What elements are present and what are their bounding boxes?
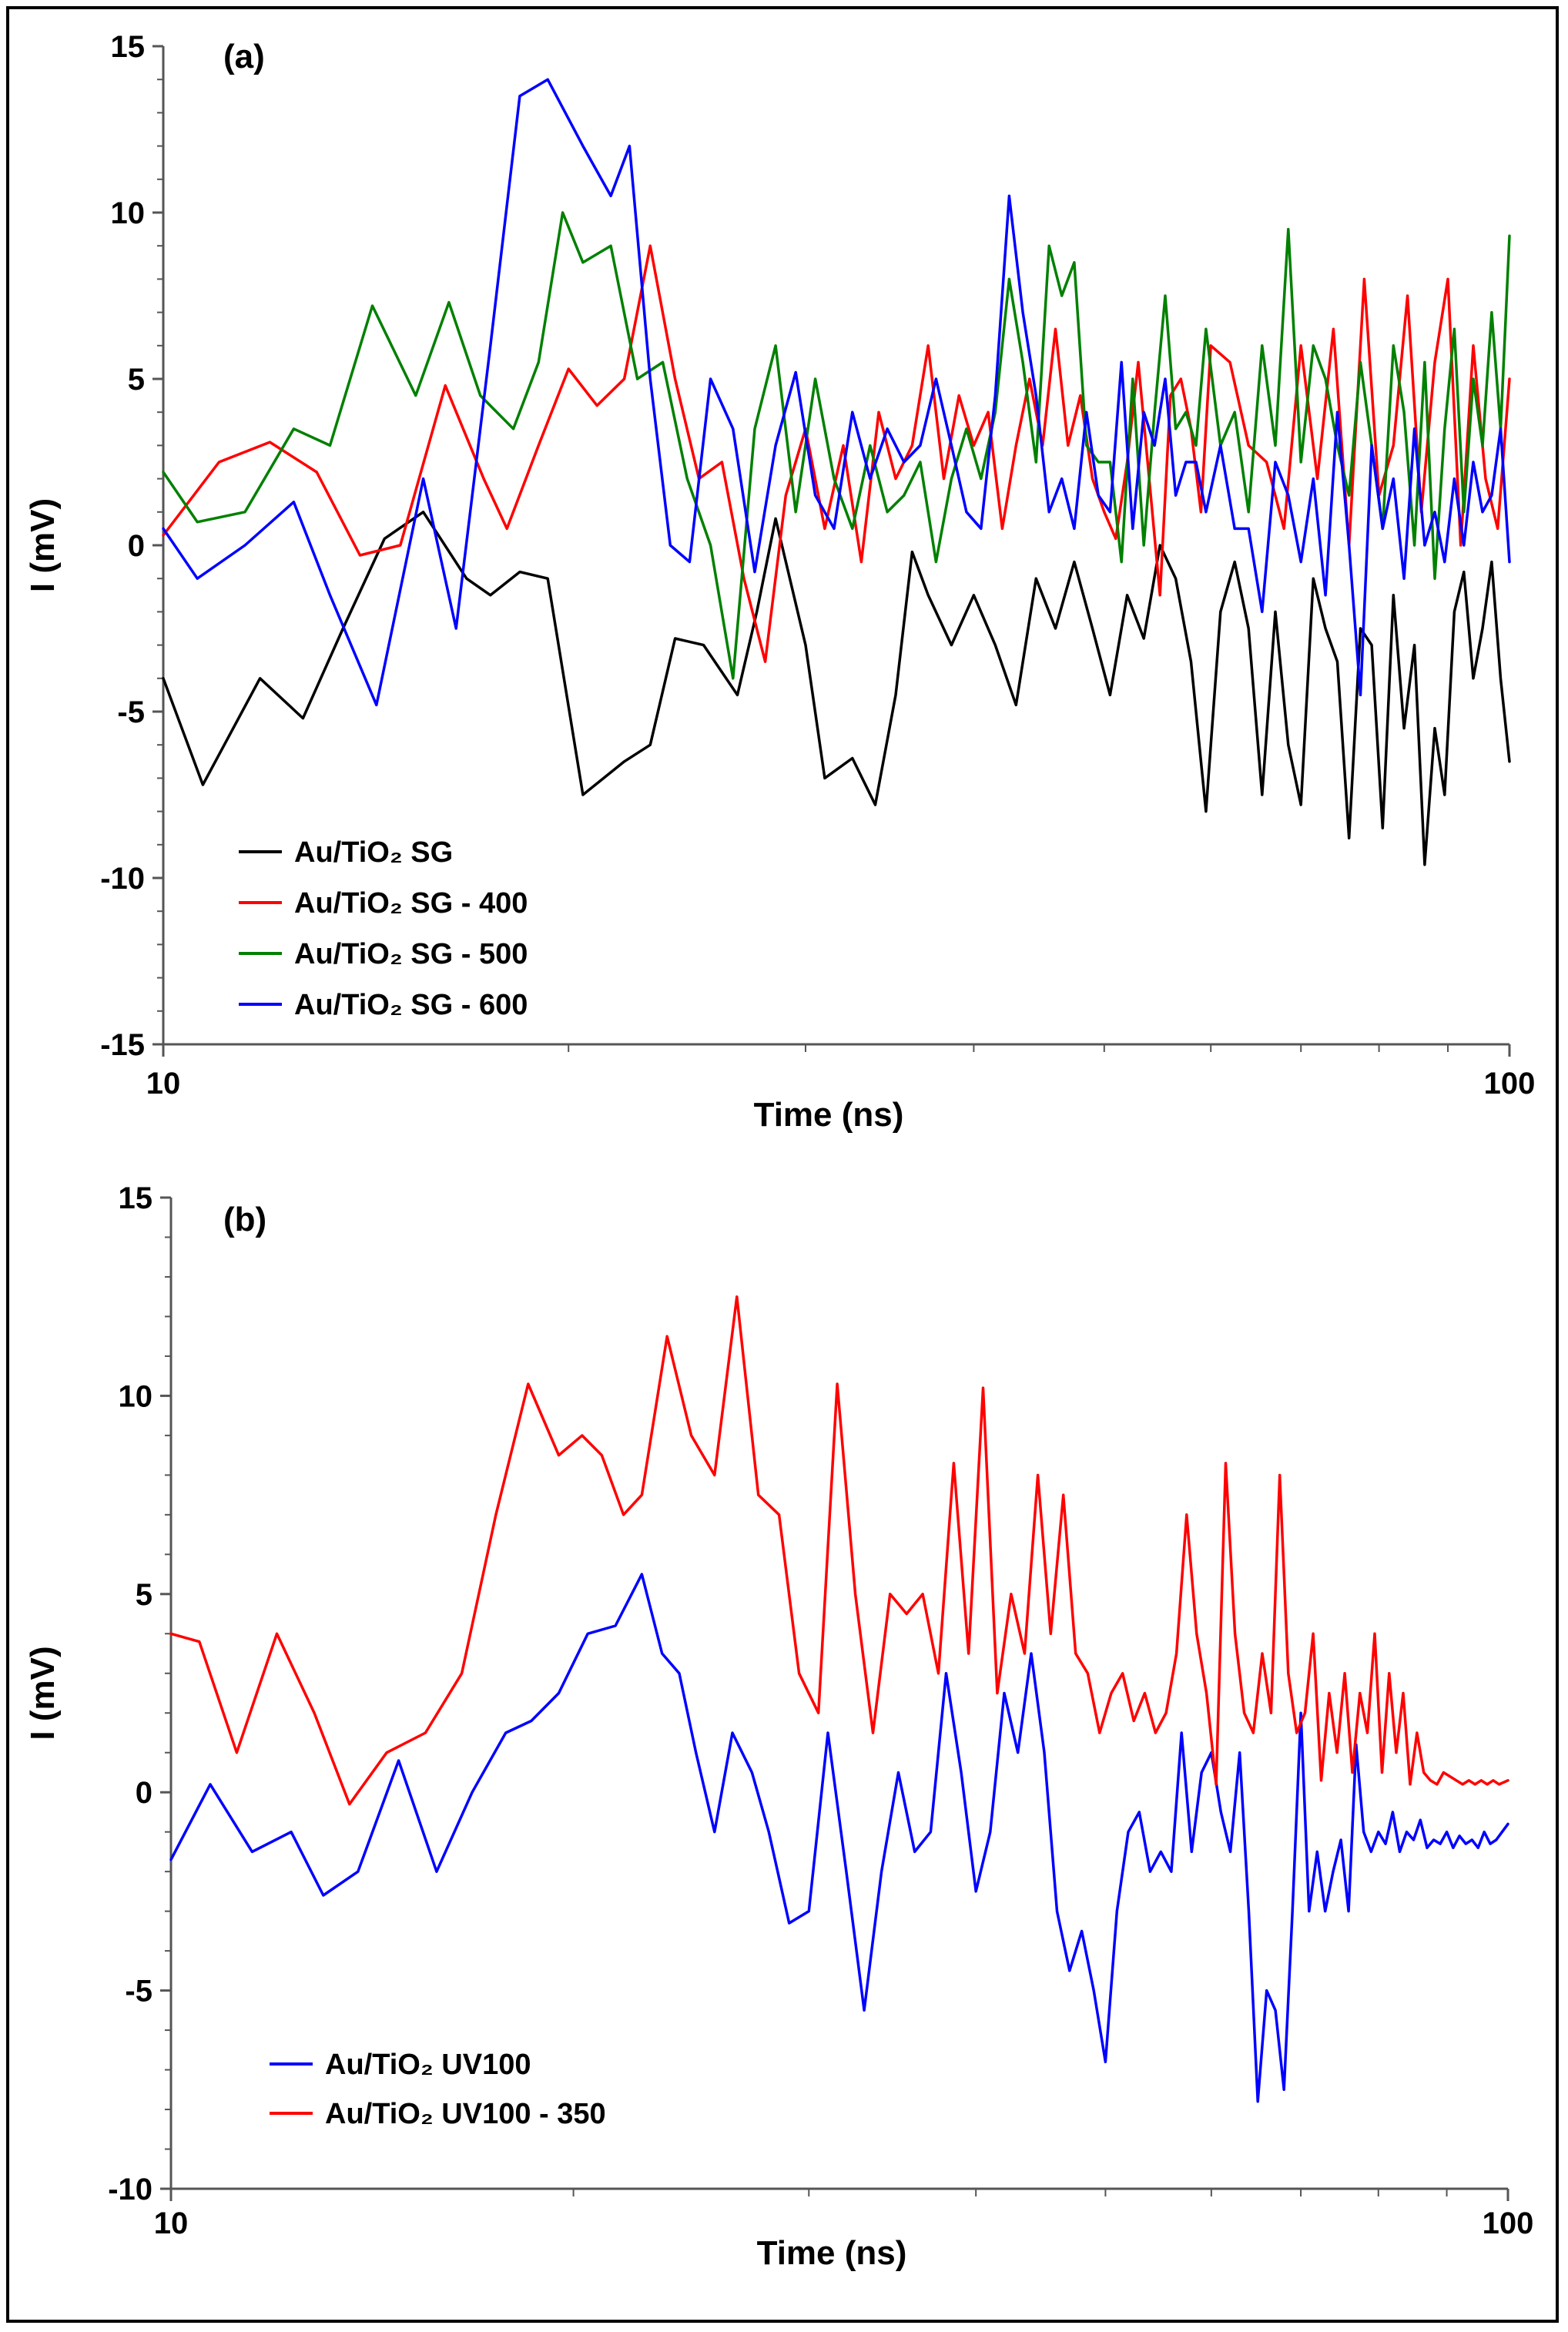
y-axis-title: I (mV) [24,1646,62,1740]
y-tick-label: -15 [100,1028,145,1062]
y-tick-label: 5 [136,1578,152,1612]
y-tick-label: -10 [108,2173,152,2206]
series-line-1 [162,511,1511,866]
y-tick-label: -5 [117,695,145,729]
x-axis-title: Time (ns) [757,2234,907,2272]
y-tick-label: 5 [128,363,145,397]
y-tick-label: 15 [119,1181,153,1215]
x-tick-label: 10 [146,1067,181,1101]
legend-label: Au/TiO₂ SG - 500 [294,938,528,970]
series-line-1 [169,1573,1509,2103]
panel-label: (b) [223,1201,266,1238]
panel-label: (a) [223,38,265,75]
legend-label: Au/TiO₂ UV100 [325,2049,531,2081]
series-line-3 [162,211,1511,680]
series-line-4 [162,78,1511,707]
figure-frame [6,6,1559,2323]
series-line-2 [162,244,1511,663]
y-tick-label: -10 [100,862,145,896]
legend: Au/TiO₂ SG Au/TiO₂ SG - 400 Au/TiO₂ SG - 5… [239,836,528,1021]
series-line-2 [169,1295,1509,1806]
y-tick-label: -5 [125,1975,152,2009]
y-tick-label: 0 [136,1776,152,1810]
legend-label: Au/TiO₂ SG [294,836,453,869]
y-axis-title: I (mV) [24,498,62,592]
y-tick-label: 15 [111,30,146,64]
x-tick-label: 10 [154,2206,189,2240]
legend: Au/TiO₂ UV100 Au/TiO₂ UV100 - 350 [270,2049,606,2130]
legend-label: Au/TiO₂ UV100 - 350 [325,2098,606,2130]
y-tick-label: 10 [111,196,146,230]
x-tick-label: 100 [1484,1067,1536,1101]
y-tick-label: 10 [119,1379,153,1413]
legend-label: Au/TiO₂ SG - 400 [294,887,528,920]
y-tick-label: 0 [128,529,145,563]
x-axis-title: Time (ns) [754,1096,904,1134]
x-tick-label: 100 [1483,2206,1534,2240]
legend-label: Au/TiO₂ SG - 600 [294,989,528,1021]
